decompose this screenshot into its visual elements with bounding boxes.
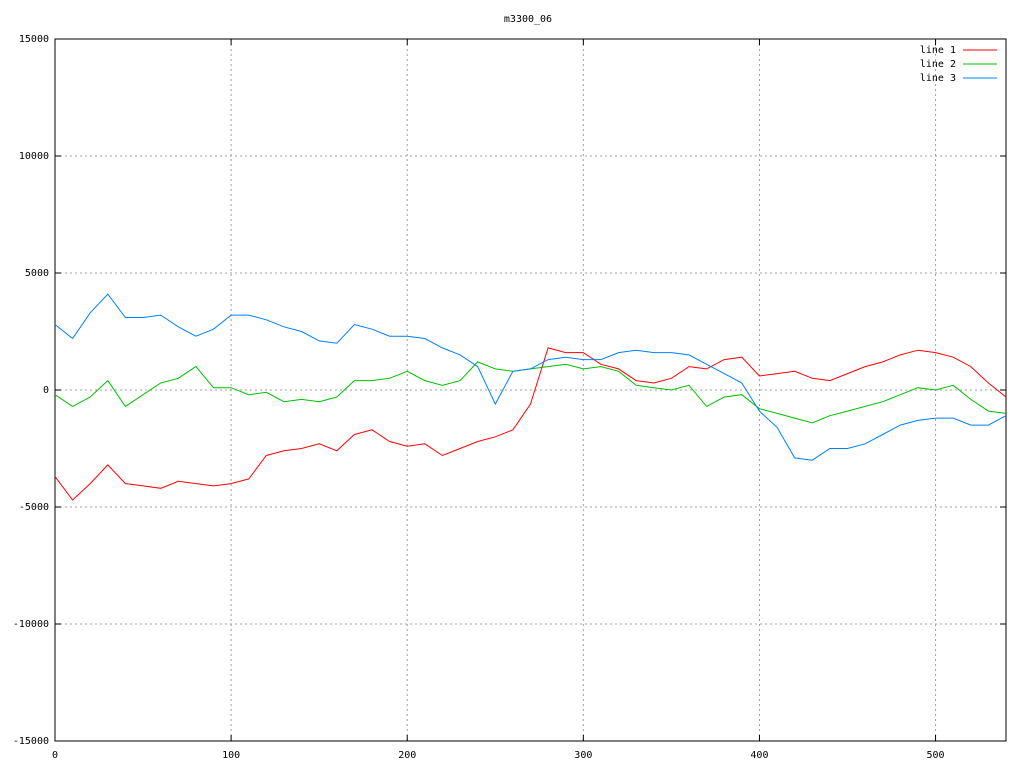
data-line — [54, 293, 1007, 461]
y-tick-label: -10000 — [13, 619, 49, 630]
plot-frame — [54, 38, 1007, 742]
y-tick-label: 15000 — [19, 34, 49, 45]
y-tick-label: 5000 — [25, 268, 49, 279]
chart-title: m3300_06 — [504, 14, 552, 25]
x-tick-label: 0 — [52, 750, 58, 761]
y-tick-label: 10000 — [19, 151, 49, 162]
data-line — [54, 361, 1007, 424]
data-line — [54, 347, 1007, 501]
legend-label: line 1 — [920, 45, 956, 56]
x-tick-label: 500 — [927, 750, 945, 761]
x-tick-label: 100 — [222, 750, 240, 761]
x-tick-label: 300 — [574, 750, 592, 761]
x-tick-label: 400 — [750, 750, 768, 761]
legend-label: line 3 — [920, 73, 956, 84]
x-tick-label: 200 — [398, 750, 416, 761]
legend-label: line 2 — [920, 59, 956, 70]
y-tick-label: -5000 — [19, 502, 49, 513]
y-tick-label: -15000 — [13, 736, 49, 747]
y-tick-label: 0 — [43, 385, 49, 396]
